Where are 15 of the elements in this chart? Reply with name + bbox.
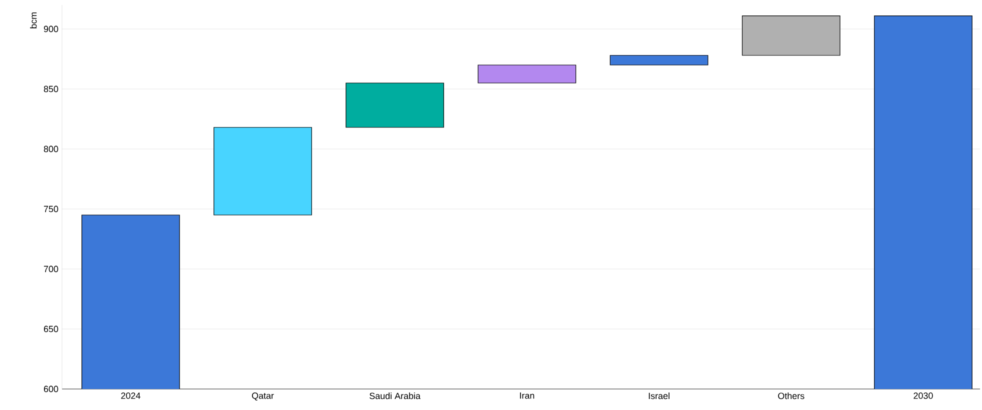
x-tick-label: Israel — [648, 392, 670, 400]
y-tick-label: 700 — [44, 266, 58, 272]
y-tick-label: 750 — [44, 206, 58, 212]
y-tick-label: 650 — [44, 326, 58, 332]
x-tick-label: Saudi Arabia — [370, 392, 421, 400]
x-tick-label: Iran — [520, 392, 534, 399]
y-tick-label: 900 — [44, 26, 58, 32]
x-tick-label: 2030 — [914, 392, 933, 399]
y-tick-label: 600 — [44, 386, 58, 392]
x-tick-label: Others — [778, 392, 804, 400]
x-tick-label: Qatar — [252, 392, 274, 400]
x-tick-label: 2024 — [121, 392, 140, 399]
y-axis-title: bcm — [30, 12, 37, 28]
y-tick-label: 800 — [44, 146, 58, 152]
y-tick-label: 850 — [44, 86, 58, 92]
